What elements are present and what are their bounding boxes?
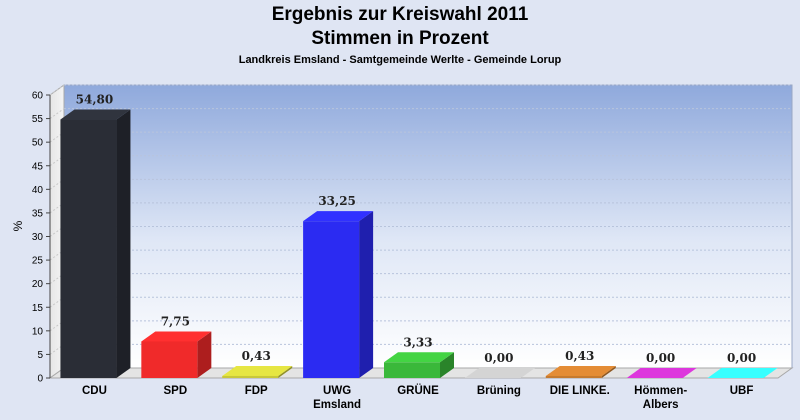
x-category-label: DIE LINKE. [550,385,610,397]
x-category-label: GRÜNE [397,384,439,397]
bar-front [141,341,198,378]
y-tick-label: 10 [32,326,44,337]
bar-side [359,211,374,378]
bar-front [545,375,602,378]
bar-front [303,221,360,378]
bar [707,368,778,378]
gridline-side [49,178,65,190]
y-tick-label: 20 [32,279,44,290]
bar-top [464,368,535,378]
bar-front [60,119,117,378]
gridline-side [49,273,65,285]
chart-title: Ergebnis zur Kreiswahl 2011 [271,4,529,25]
gridline-side [49,84,65,96]
y-tick-label: 55 [32,114,44,125]
gridline-side [49,155,65,167]
bar-top [60,109,131,120]
chart-region-subtitle: Landkreis Emsland - Samtgemeinde Werlte … [238,54,562,66]
bar-top [626,368,697,378]
bar [303,211,374,378]
bars-group [60,109,778,378]
gridline-side [49,108,65,119]
bar-value-label: 0,43 [242,349,271,363]
x-category-label: Brüning [477,385,521,397]
y-tick-label: 50 [32,138,44,149]
bar-value-label: 7,75 [161,314,190,328]
bar-value-label: 0,00 [646,351,675,365]
y-tick-label: 15 [32,303,44,314]
bar [464,368,535,378]
gridline-side [49,202,65,214]
bar [626,368,697,378]
y-tick-label: 40 [32,185,44,196]
bar-top [303,211,374,222]
x-category-label: CDU [82,385,107,397]
bar-value-label: 0,43 [565,349,594,363]
bar [384,352,454,378]
y-tick-label: 25 [32,256,44,267]
bar-front [384,362,440,378]
x-category-label: Hömmen- [634,385,687,397]
gridline-side [49,226,65,237]
y-tick-label: 45 [32,161,44,172]
gridline-side [49,320,65,332]
bar-front [222,375,279,378]
bar-side [278,365,293,378]
x-category-label: SPD [164,385,188,397]
bar-side [601,365,616,378]
bar [222,365,293,378]
bar-value-label: 54,80 [76,93,114,107]
y-tick-label: 0 [37,374,43,385]
bar-top [222,365,293,376]
y-axis-label: % [11,220,25,231]
bar-value-label: 3,33 [403,335,432,349]
chart-subtitle-unit: Stimmen in Prozent [311,28,489,49]
bar-top [707,368,778,378]
y-tick-label: 35 [32,208,44,219]
bar-value-label: 0,00 [727,351,756,365]
bar-top [545,365,616,376]
bar-side [116,109,131,378]
bar-value-label: 33,25 [318,194,356,208]
x-category-label: UWG [323,385,351,397]
gridline-side [49,296,65,308]
bar-side [440,352,454,378]
gridline-side [49,344,65,355]
bar [60,109,131,378]
x-category-label: Emsland [313,399,361,411]
x-category-label: Albers [643,399,679,411]
bar-top [384,352,454,363]
bar [545,365,616,378]
bar [141,331,212,378]
x-category-label: UBF [730,385,754,397]
y-tick-label: 30 [32,232,44,243]
gridline-side [49,131,65,143]
x-category-label: FDP [245,385,268,397]
y-tick-label: 60 [32,91,44,102]
bar-top [141,331,212,342]
bar-value-label: 0,00 [484,351,513,365]
y-tick-label: 5 [37,350,43,361]
bar-side [197,331,212,378]
gridline-side [49,249,65,261]
labels-group: 54,80 CDU 7,75 SPD 0,43 FDP 33,25 UWG Emsland 3,3… [76,93,757,411]
